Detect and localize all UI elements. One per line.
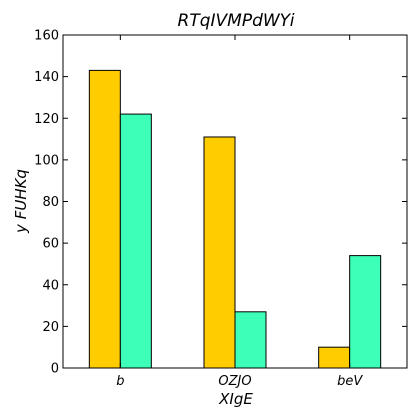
bar-OZJO-series-1	[203, 136, 236, 369]
x-axis-label: XIgE	[218, 390, 253, 408]
bar-OZJO-series-2	[234, 311, 267, 369]
y-tick-label: 140	[34, 70, 59, 85]
bars-group	[88, 69, 382, 369]
y-tick-label: 40	[42, 278, 59, 293]
y-tick-label: 120	[34, 112, 59, 127]
y-ticks: 0 20 40 60 80 100 120 140 160	[34, 29, 407, 377]
y-tick-label: 60	[42, 237, 59, 252]
x-tick-label-OZJO: OZJO	[218, 374, 251, 389]
bar-b-series-2	[119, 113, 152, 369]
y-tick-label: 160	[34, 29, 59, 44]
x-tick-label-beV: beV	[337, 374, 363, 389]
plot-frame	[62, 34, 408, 369]
bar-beV-series-2	[349, 255, 382, 369]
x-tick-label-b: b	[116, 374, 124, 389]
y-tick-label: 100	[34, 153, 59, 168]
y-tick-label: 80	[42, 195, 59, 210]
bar-beV-series-1	[318, 346, 351, 369]
chart-title: RTqIVMPdWYi	[178, 11, 295, 31]
y-axis-label: y FUHKq	[12, 169, 30, 234]
y-tick-label: 20	[42, 320, 59, 335]
bar-b-series-1	[88, 69, 121, 369]
x-ticks: b OZJO beV	[116, 35, 363, 389]
y-tick-label: 0	[51, 362, 59, 377]
